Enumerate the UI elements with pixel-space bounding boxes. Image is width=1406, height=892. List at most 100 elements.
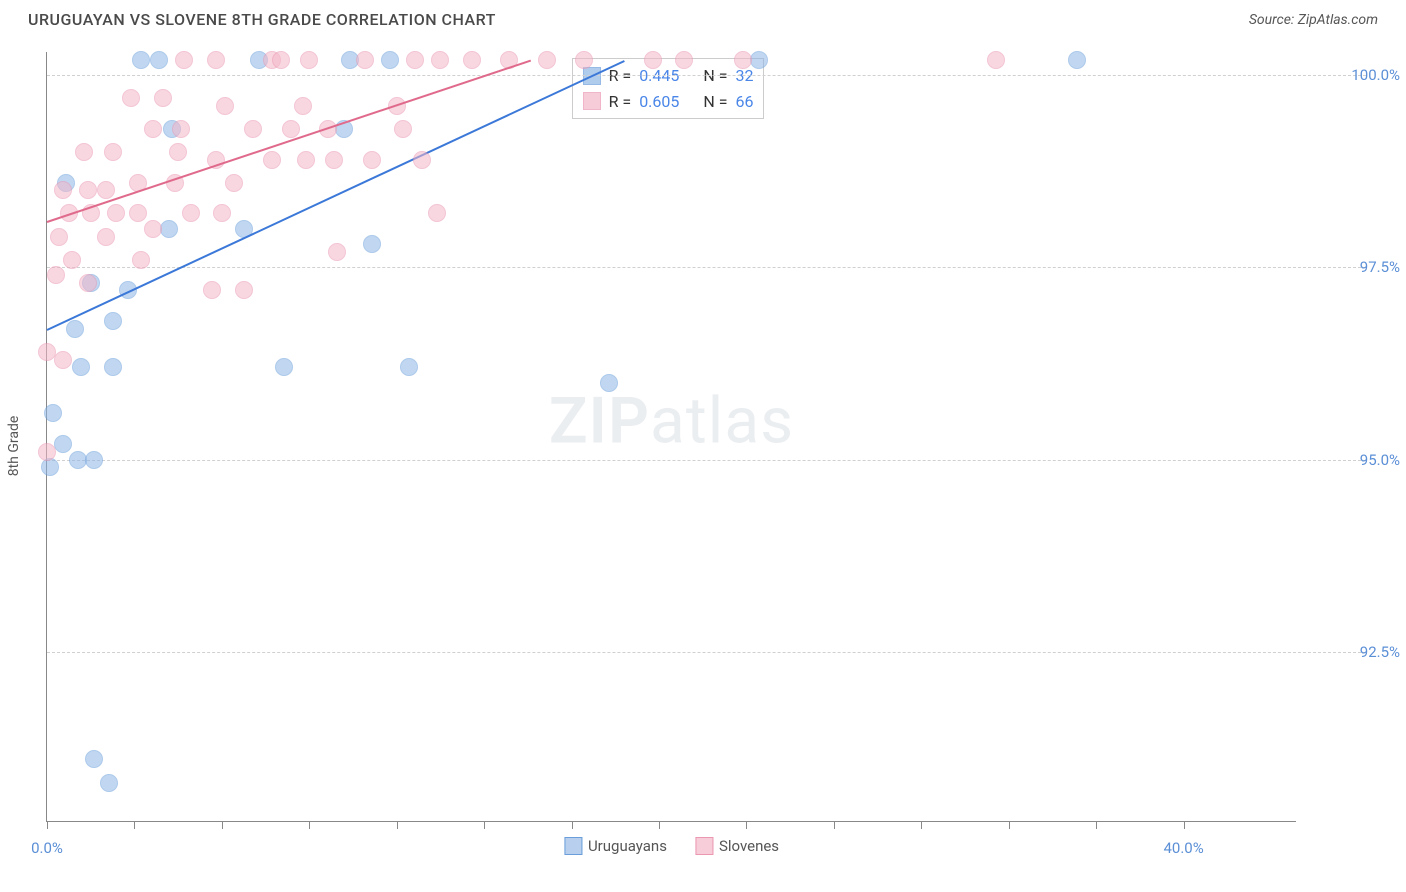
stats-row: R =0.605 N =66 xyxy=(583,89,754,115)
data-point xyxy=(169,143,187,161)
data-point xyxy=(50,228,68,246)
source-attribution: Source: ZipAtlas.com xyxy=(1249,12,1378,28)
x-tick xyxy=(746,821,747,829)
gridline xyxy=(47,267,1366,268)
header: URUGUAYAN VS SLOVENE 8TH GRADE CORRELATI… xyxy=(0,0,1406,37)
legend-label: Uruguayans xyxy=(588,837,667,855)
x-tick xyxy=(1009,821,1010,829)
data-point xyxy=(132,251,150,269)
x-tick xyxy=(222,821,223,829)
data-point xyxy=(263,151,281,169)
gridline xyxy=(47,460,1366,461)
data-point xyxy=(431,51,449,69)
data-point xyxy=(235,281,253,299)
data-point xyxy=(129,204,147,222)
data-point xyxy=(47,266,65,284)
x-tick xyxy=(572,821,573,829)
data-point xyxy=(987,51,1005,69)
data-point xyxy=(1068,51,1086,69)
legend-item: Slovenes xyxy=(695,837,779,855)
correlation-stats-box: R =0.445 N =32R =0.605 N =66 xyxy=(572,58,765,119)
x-tick-label: 0.0% xyxy=(31,839,63,857)
data-point xyxy=(363,235,381,253)
data-point xyxy=(122,89,140,107)
data-point xyxy=(272,51,290,69)
data-point xyxy=(144,220,162,238)
series-swatch xyxy=(583,92,601,110)
data-point xyxy=(85,451,103,469)
data-point xyxy=(203,281,221,299)
data-point xyxy=(428,204,446,222)
data-point xyxy=(282,120,300,138)
data-point xyxy=(175,51,193,69)
y-tick-label: 92.5% xyxy=(1340,643,1400,661)
gridline xyxy=(47,652,1366,653)
data-point xyxy=(104,312,122,330)
data-point xyxy=(381,51,399,69)
data-point xyxy=(406,51,424,69)
data-point xyxy=(160,220,178,238)
data-point xyxy=(400,358,418,376)
data-point xyxy=(150,51,168,69)
data-point xyxy=(79,274,97,292)
x-tick-label: 40.0% xyxy=(1163,839,1203,857)
data-point xyxy=(104,358,122,376)
data-point xyxy=(75,143,93,161)
y-axis-label: 8th Grade xyxy=(6,416,22,477)
x-tick xyxy=(309,821,310,829)
legend-item: Uruguayans xyxy=(564,837,667,855)
x-tick xyxy=(47,821,48,829)
legend-swatch xyxy=(564,837,582,855)
data-point xyxy=(734,51,752,69)
data-point xyxy=(538,51,556,69)
stat-r-label: R = xyxy=(609,89,632,115)
data-point xyxy=(394,120,412,138)
data-point xyxy=(154,89,172,107)
x-tick xyxy=(659,821,660,829)
data-point xyxy=(54,181,72,199)
scatter-plot-area: ZIPatlas R =0.445 N =32R =0.605 N =66 Ur… xyxy=(46,52,1296,822)
trend-line xyxy=(47,60,532,223)
data-point xyxy=(72,358,90,376)
data-point xyxy=(63,251,81,269)
data-point xyxy=(44,404,62,422)
data-point xyxy=(216,97,234,115)
data-point xyxy=(328,243,346,261)
data-point xyxy=(675,51,693,69)
series-legend: Uruguayans Slovenes xyxy=(564,837,779,855)
data-point xyxy=(356,51,374,69)
data-point xyxy=(463,51,481,69)
stat-r-value: 0.605 xyxy=(639,89,679,115)
y-tick-label: 97.5% xyxy=(1340,258,1400,276)
data-point xyxy=(132,51,150,69)
data-point xyxy=(85,750,103,768)
data-point xyxy=(413,151,431,169)
x-tick xyxy=(397,821,398,829)
data-point xyxy=(38,443,56,461)
y-tick-label: 100.0% xyxy=(1340,66,1400,84)
data-point xyxy=(104,143,122,161)
x-tick xyxy=(484,821,485,829)
data-point xyxy=(225,174,243,192)
data-point xyxy=(97,181,115,199)
watermark: ZIPatlas xyxy=(549,384,794,459)
data-point xyxy=(575,51,593,69)
data-point xyxy=(182,204,200,222)
data-point xyxy=(244,120,262,138)
legend-swatch xyxy=(695,837,713,855)
data-point xyxy=(41,458,59,476)
data-point xyxy=(325,151,343,169)
data-point xyxy=(107,204,125,222)
data-point xyxy=(54,351,72,369)
x-tick xyxy=(921,821,922,829)
data-point xyxy=(66,320,84,338)
chart-title: URUGUAYAN VS SLOVENE 8TH GRADE CORRELATI… xyxy=(28,10,496,29)
x-tick xyxy=(834,821,835,829)
data-point xyxy=(97,228,115,246)
y-tick-label: 95.0% xyxy=(1340,451,1400,469)
data-point xyxy=(750,51,768,69)
data-point xyxy=(294,97,312,115)
data-point xyxy=(213,204,231,222)
data-point xyxy=(363,151,381,169)
data-point xyxy=(600,374,618,392)
